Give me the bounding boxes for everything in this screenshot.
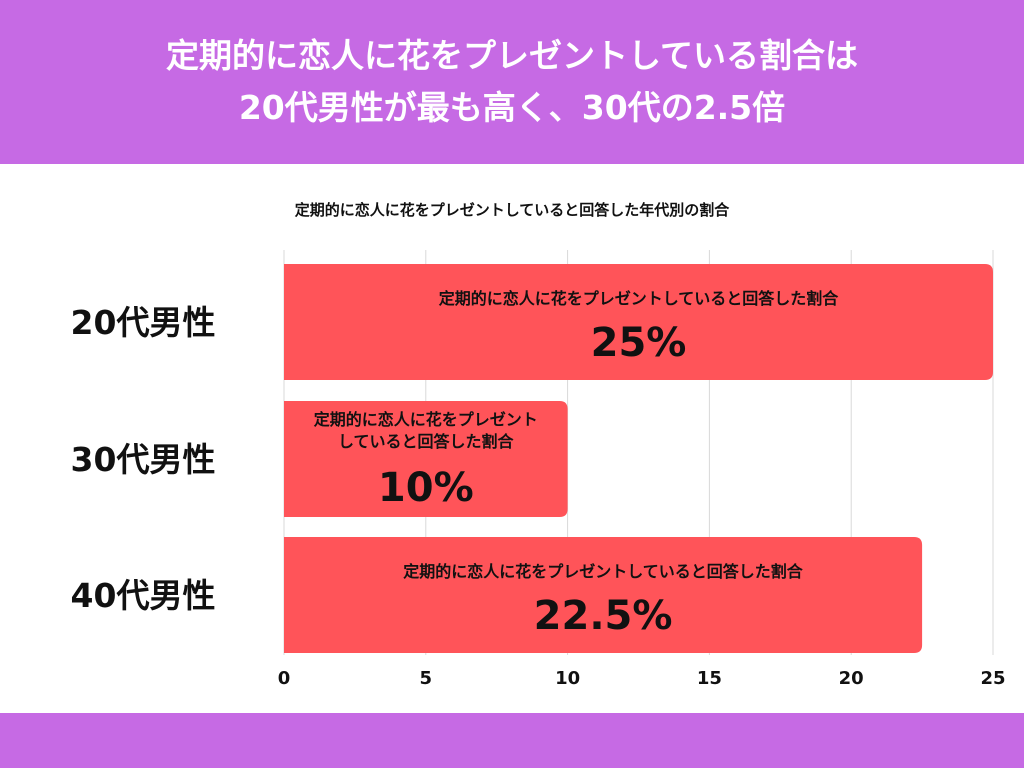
headline-line-2: 20代男性が最も高く、30代の2.5倍 [238, 88, 786, 127]
bar-caption: 定期的に恋人に花をプレゼント [313, 410, 538, 429]
bar [284, 401, 568, 517]
category-label: 40代男性 [71, 576, 216, 615]
x-tick-label: 0 [278, 668, 291, 689]
footer-band [0, 713, 1024, 768]
bar-value-label: 22.5% [534, 593, 673, 639]
x-tick-label: 10 [555, 668, 580, 689]
header-banner: 定期的に恋人に花をプレゼントしている割合は 20代男性が最も高く、30代の2.5… [0, 0, 1024, 164]
bar-caption: 定期的に恋人に花をプレゼントしていると回答した割合 [402, 562, 804, 581]
headline-line-1: 定期的に恋人に花をプレゼントしている割合は [165, 36, 858, 75]
x-tick-label: 15 [697, 668, 722, 689]
x-tick-label: 25 [980, 668, 1005, 689]
category-label: 20代男性 [71, 303, 216, 342]
x-tick-label: 5 [420, 668, 433, 689]
bar-caption: していると回答した割合 [338, 432, 515, 451]
category-label: 30代男性 [71, 440, 216, 479]
bar-value-label: 25% [591, 320, 687, 366]
bar-caption: 定期的に恋人に花をプレゼントしていると回答した割合 [438, 289, 840, 308]
x-tick-label: 20 [839, 668, 864, 689]
chart-title: 定期的に恋人に花をプレゼントしていると回答した年代別の割合 [294, 201, 730, 219]
bar [284, 264, 993, 380]
bar [284, 537, 923, 653]
bar-value-label: 10% [378, 465, 474, 511]
